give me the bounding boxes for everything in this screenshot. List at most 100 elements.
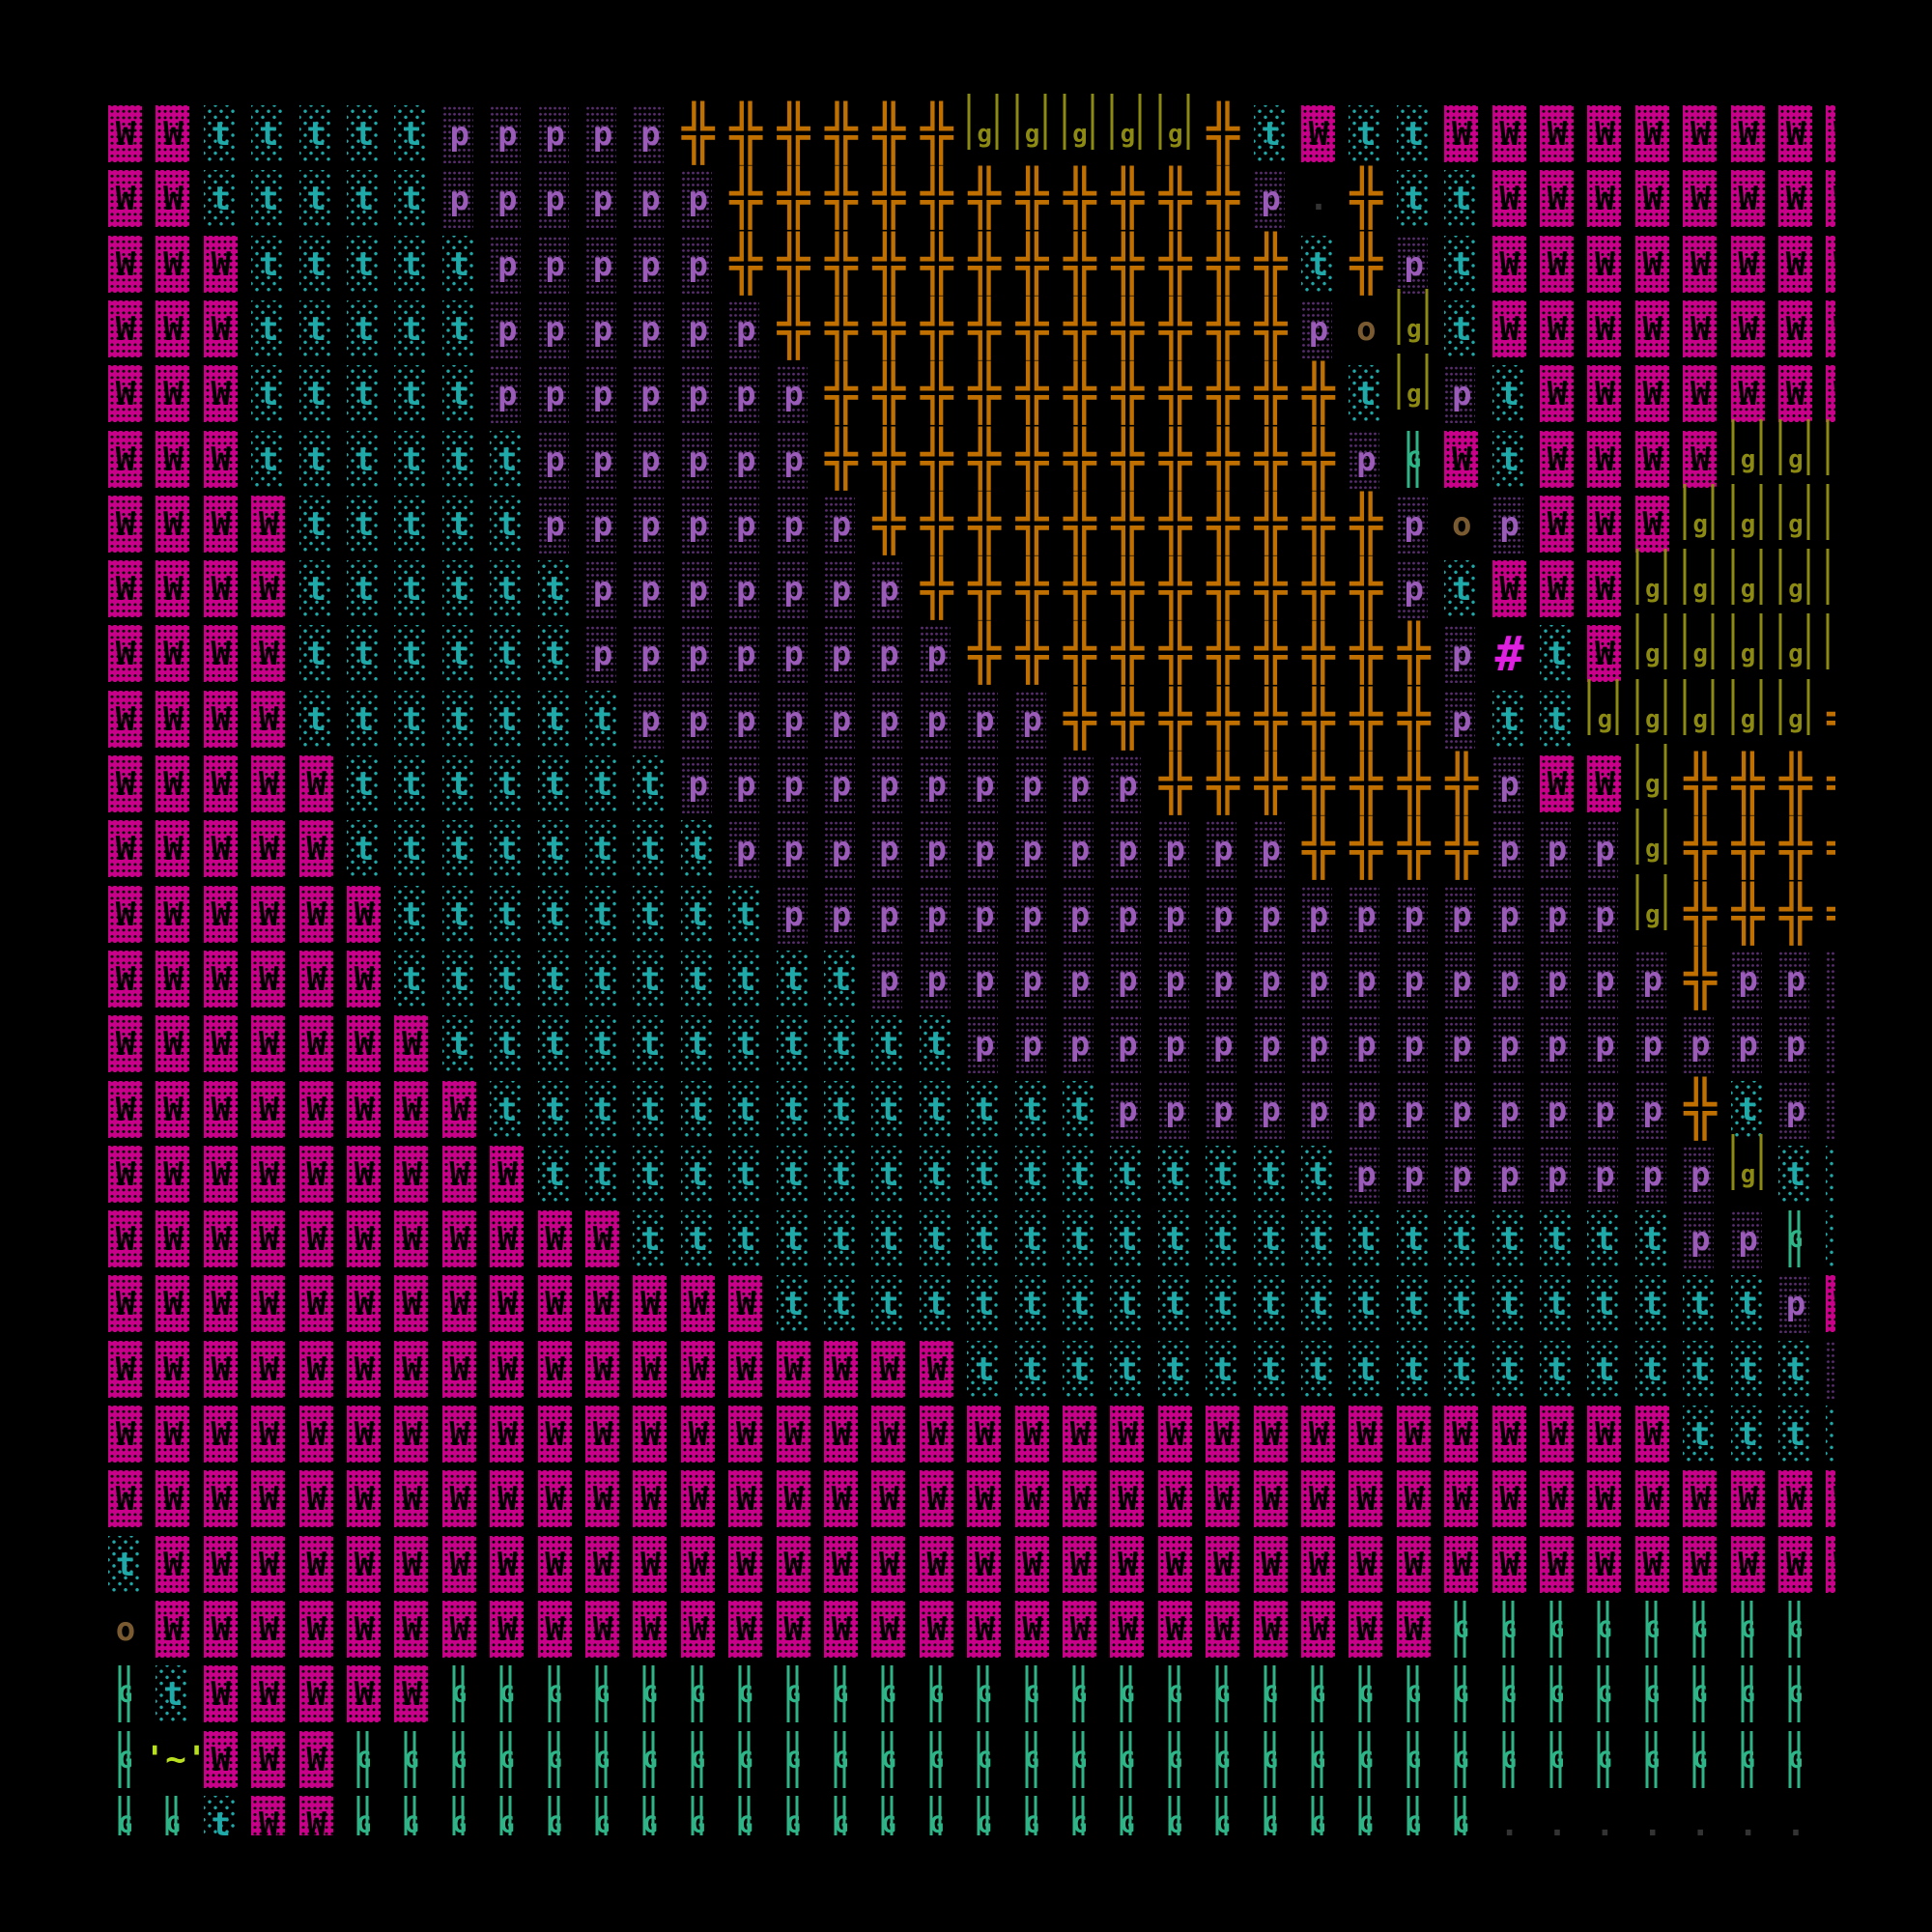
tile-char: W <box>354 1285 375 1324</box>
bridge-crossing-glyph: ╬ <box>872 102 906 165</box>
tile-char: G <box>1741 1681 1755 1709</box>
tile-char: . <box>1826 1665 1835 1723</box>
tile-char: W <box>1690 440 1711 479</box>
tile-char: W <box>1451 115 1472 154</box>
tile-green-grass: G <box>1301 1795 1336 1835</box>
tile-bridge-crossing: ╬ <box>920 235 954 294</box>
tile-char: W <box>306 1090 327 1129</box>
tile-dim-floor: p <box>1396 560 1428 619</box>
tile-crystal-wall: W <box>680 1470 715 1528</box>
tile-lit-floor: t <box>1587 1340 1621 1399</box>
grass-icon <box>1158 94 1190 150</box>
tile-char: t <box>545 765 565 804</box>
tile-lit-floor: t <box>1349 105 1382 163</box>
tile-dim-floor: p <box>1301 1080 1332 1139</box>
tile-char: p <box>1404 504 1425 544</box>
tile-crystal-wall: W <box>203 1210 238 1268</box>
tile-green-grass: G <box>1015 1665 1050 1723</box>
tile-green-grass: G <box>156 1795 190 1835</box>
bridge-crossing-glyph: ╬ <box>1207 492 1240 555</box>
tile-char: p <box>592 115 613 154</box>
tile-green-grass: G <box>442 1665 477 1723</box>
tile-dim-floor: p <box>1396 1015 1428 1074</box>
grass-icon <box>1110 94 1142 150</box>
tile-char: t <box>306 699 327 739</box>
tile-empty: . <box>1826 1601 1835 1659</box>
tile-crystal-wall: W <box>156 299 190 357</box>
tile-char: p <box>735 309 756 349</box>
tile-lit-floor: t <box>490 430 524 489</box>
tile-dim-floor: p <box>1157 820 1189 879</box>
bridge-crossing-glyph: ╬ <box>1397 687 1431 751</box>
tile-crystal-wall: W <box>1301 1600 1335 1658</box>
tile-lit-floor: t <box>633 1015 667 1074</box>
tile-char: G <box>1025 1681 1039 1709</box>
tile-lit-floor: t <box>728 1015 762 1074</box>
tile-tall-grass: g <box>1731 1133 1766 1204</box>
tile-char: G <box>1406 445 1422 473</box>
tile-char: t <box>354 765 375 804</box>
tile-char: W <box>115 1480 136 1520</box>
green-grass-icon <box>1454 1665 1466 1723</box>
tile-char: t <box>402 635 422 674</box>
green-grass-icon <box>834 1665 846 1723</box>
tile-crystal-wall: W <box>203 1470 238 1528</box>
tile-dim-floor: p <box>1206 820 1237 879</box>
tile-green-grass: G <box>681 1730 716 1789</box>
green-grass-icon <box>1072 1795 1085 1835</box>
tile-crystal-wall: W <box>108 1406 142 1463</box>
tile-char: W <box>211 1415 232 1454</box>
tile-char: t <box>1690 1285 1711 1324</box>
tile-char: G <box>548 1681 562 1709</box>
tile-char: t <box>879 1220 899 1260</box>
tile-bridge-crossing: ╬ <box>1206 625 1240 683</box>
tile-lit-floor: t <box>871 1145 905 1204</box>
tile-bridge-crossing: ╬ <box>777 299 811 358</box>
tile-char: G <box>1454 1746 1469 1774</box>
tile-tall-grass: g <box>1826 483 1835 554</box>
tile-char: p <box>1785 1285 1806 1324</box>
tile-char: p <box>735 375 756 414</box>
bridge-crossing-glyph: ╬ <box>920 492 953 555</box>
tile-dim-floor: p <box>1444 365 1476 424</box>
tile-char: g <box>1826 496 1835 554</box>
tile-crystal-wall: W <box>298 1730 333 1788</box>
tile-crystal-wall: W <box>156 625 190 683</box>
tile-char: p <box>1212 895 1234 934</box>
bridge-crossing-glyph: ╬ <box>1158 167 1192 231</box>
tile-char: t <box>449 830 470 869</box>
tile-crystal-wall: W <box>156 1210 190 1268</box>
tile-lit-floor: t <box>490 820 524 879</box>
tile-char: W <box>1738 180 1758 219</box>
tile-crystal-wall: W <box>728 1340 763 1398</box>
tile-crystal-wall: W <box>203 1015 238 1073</box>
tile-bridge-crossing: ╬ <box>1254 299 1289 358</box>
tile-green-grass: G <box>1778 1210 1813 1268</box>
tile-bridge-crossing: ╬ <box>871 299 906 358</box>
tile-green-grass: G <box>347 1730 382 1789</box>
tile-char: p <box>926 895 948 934</box>
green-grass-icon <box>595 1665 608 1723</box>
tile-char: G <box>1121 1746 1135 1774</box>
tile-char: W <box>402 1609 422 1649</box>
tile-char: W <box>163 895 184 934</box>
tile-bridge-crossing: ╬ <box>871 430 906 489</box>
tile-char: W <box>1785 115 1806 154</box>
tile-char: g <box>1740 1159 1756 1189</box>
bridge-crossing-glyph: ╬ <box>1111 687 1145 751</box>
tile-lit-floor: t <box>490 495 524 554</box>
tile-char: W <box>211 1220 232 1260</box>
tile-dim-floor: p <box>776 755 808 813</box>
tile-bridge-crossing: ╬ <box>1778 820 1813 878</box>
tile-crystal-wall: W <box>1492 1535 1526 1593</box>
tile-lit-floor: t <box>1063 1275 1095 1334</box>
tile-char: G <box>929 1810 945 1835</box>
tile-bridge-crossing: ╬ <box>1826 755 1835 813</box>
tile-bridge-crossing: ╬ <box>920 299 954 358</box>
tile-tall-grass: g <box>1635 613 1670 683</box>
green-grass-icon <box>1311 1795 1323 1835</box>
tile-green-grass: G <box>538 1795 573 1835</box>
tile-char: p <box>831 765 852 804</box>
tile-char: W <box>115 765 136 804</box>
tile-char: G <box>1788 1226 1804 1254</box>
